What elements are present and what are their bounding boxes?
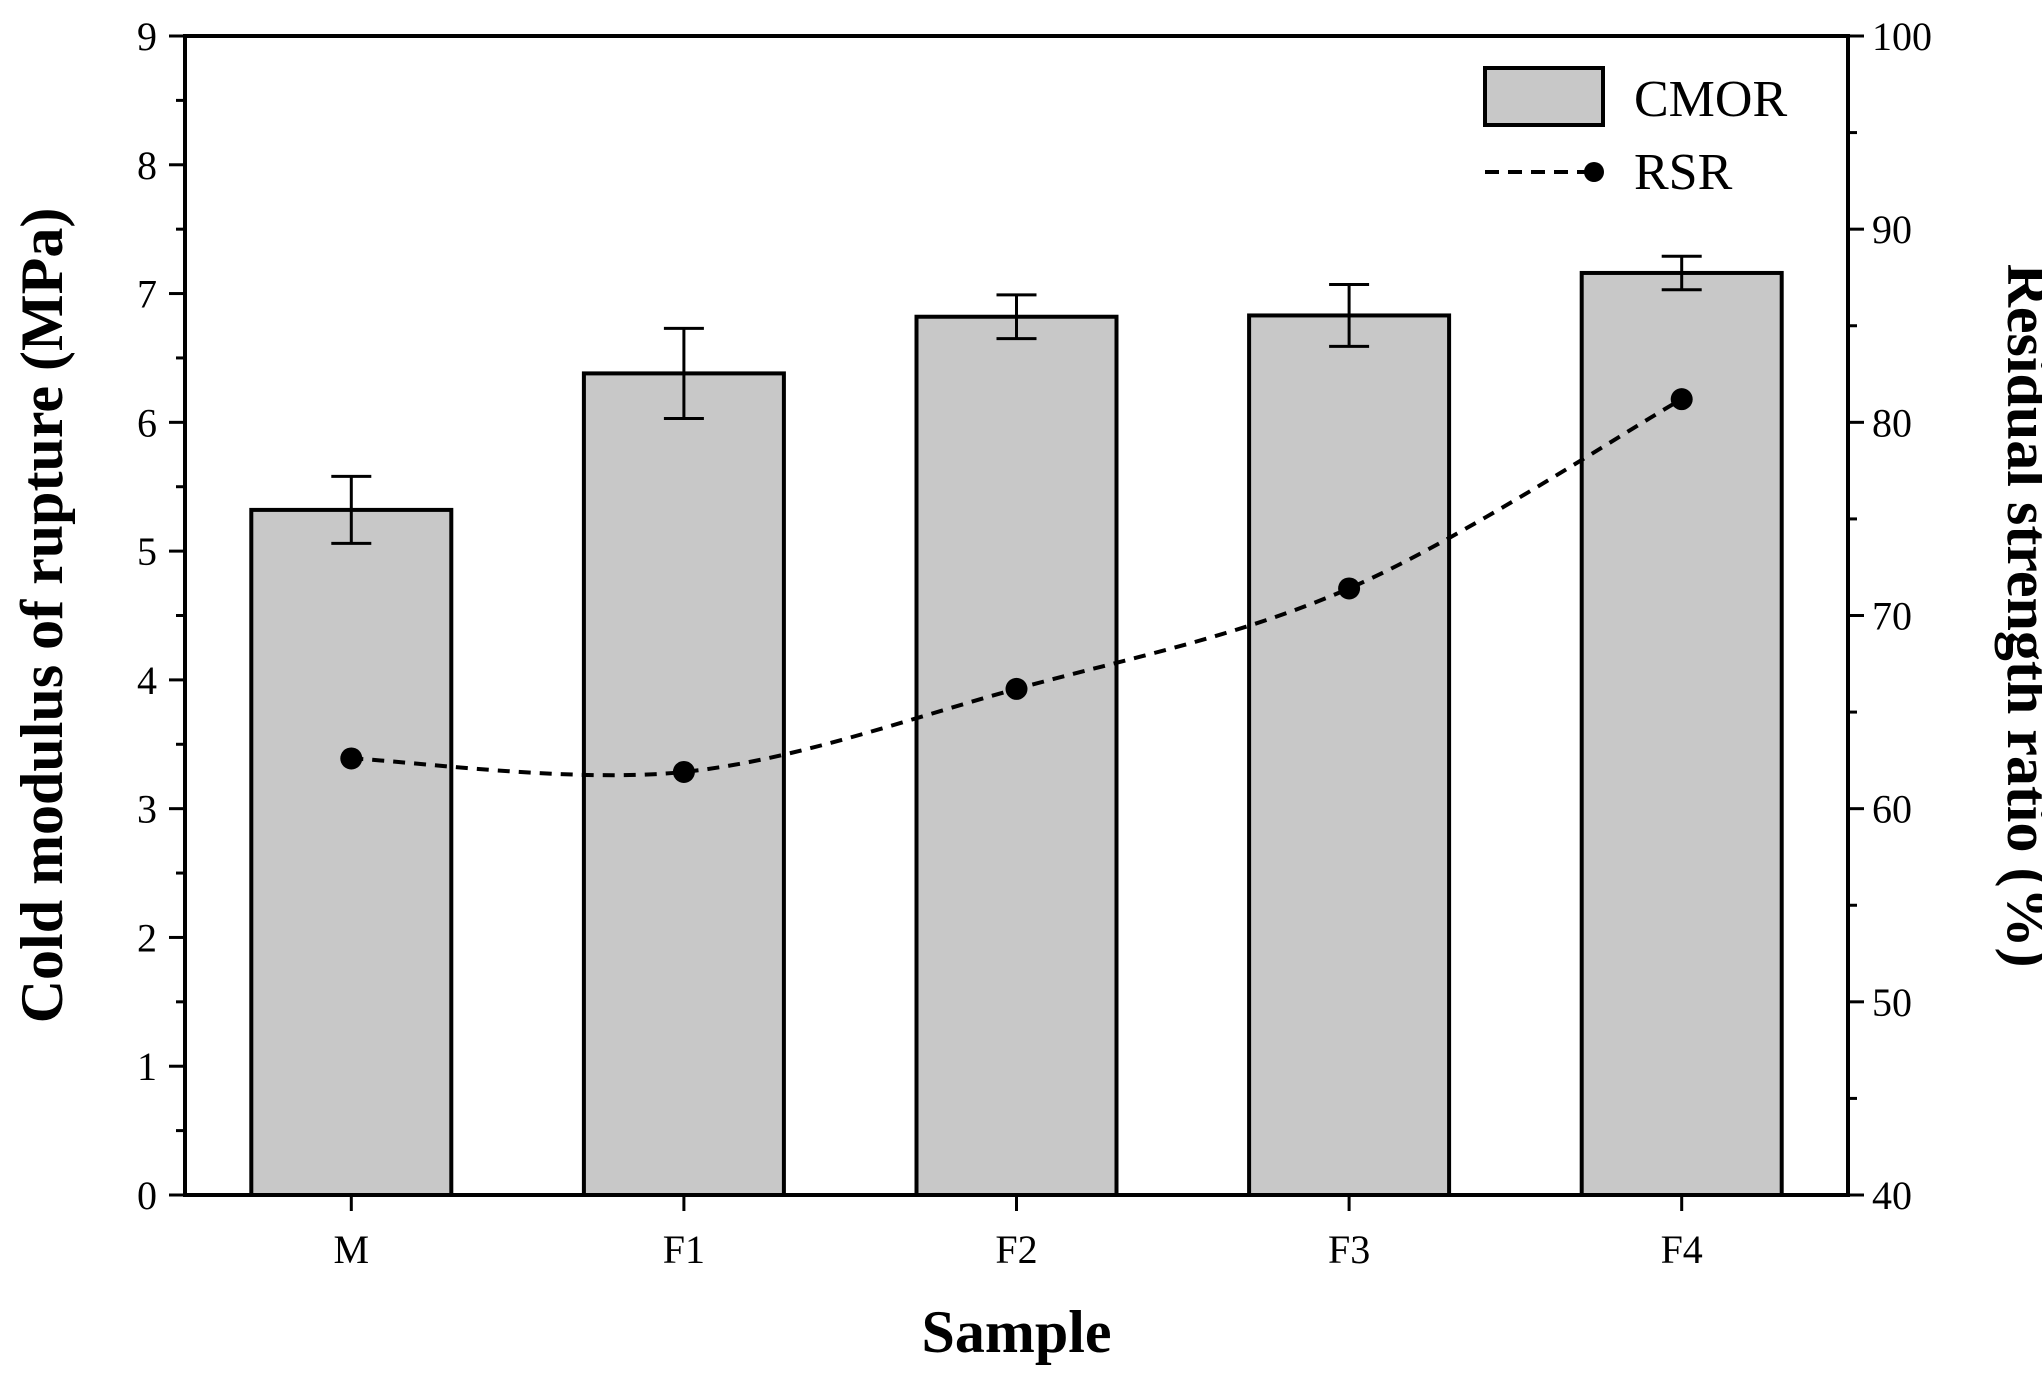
bars-layer (249, 270, 1784, 1198)
bar-f1 (581, 371, 786, 1197)
y-axis-title: Cold modulus of rupture (MPa) (9, 208, 75, 1024)
errorbar-f4 (1661, 254, 1702, 292)
x-tick-label-f1: F1 (663, 1227, 705, 1272)
x-tick-label-f3: F3 (1328, 1227, 1370, 1272)
y-tick-label: 0 (137, 1173, 157, 1218)
y-tick-label: 7 (137, 272, 157, 317)
bar-m (249, 507, 454, 1197)
y2-tick-label: 70 (1872, 594, 1912, 639)
x-tick-label-m: M (334, 1227, 370, 1272)
y2-axis-title: Residual strength ratio (%) (1995, 264, 2042, 968)
legend-cmor-label: CMOR (1634, 71, 1787, 128)
legend: CMOR RSR (1483, 66, 1787, 201)
legend-rsr-label: RSR (1634, 144, 1733, 201)
y-tick-label: 1 (137, 1044, 157, 1089)
legend-cmor-swatch (1483, 66, 1605, 127)
bar-f3 (1247, 313, 1452, 1198)
y2-tick-label: 100 (1872, 14, 1932, 59)
rsr-point-m (340, 747, 363, 770)
errorbar-m (331, 474, 372, 545)
x-tick-label-f4: F4 (1661, 1227, 1703, 1272)
rsr-point-f3 (1338, 577, 1361, 600)
x-axis-title: Sample (921, 1299, 1111, 1365)
y2-tick-label: 50 (1872, 980, 1912, 1025)
axes-layer: 0 1 2 3 4 5 6 7 8 9 40 50 60 70 80 90 100 M F1 F2 F3 F4 (137, 14, 1932, 1272)
x-tick-label-f2: F2 (995, 1227, 1037, 1272)
rsr-point-f1 (672, 760, 695, 783)
y-tick-label: 3 (137, 787, 157, 832)
y-tick-label: 4 (137, 658, 157, 703)
y2-tick-label: 90 (1872, 207, 1912, 252)
errorbar-f1 (663, 326, 704, 420)
y-tick-label: 5 (137, 529, 157, 574)
legend-rsr-marker (1584, 162, 1604, 182)
y-tick-label: 9 (137, 14, 157, 59)
y-tick-label: 2 (137, 915, 157, 960)
y-tick-label: 6 (137, 400, 157, 445)
bar-f4 (1579, 270, 1784, 1197)
y2-tick-label: 60 (1872, 787, 1912, 832)
errorbar-f3 (1329, 283, 1370, 348)
y2-tick-label: 80 (1872, 400, 1912, 445)
rsr-point-f4 (1670, 388, 1693, 411)
errorbars-layer (331, 254, 1702, 545)
errorbar-f2 (996, 293, 1037, 341)
y-tick-label: 8 (137, 143, 157, 188)
y2-tick-label: 40 (1872, 1173, 1912, 1218)
rsr-line-layer (340, 388, 1693, 783)
bar-f2 (914, 314, 1119, 1198)
rsr-point-f2 (1005, 677, 1028, 700)
